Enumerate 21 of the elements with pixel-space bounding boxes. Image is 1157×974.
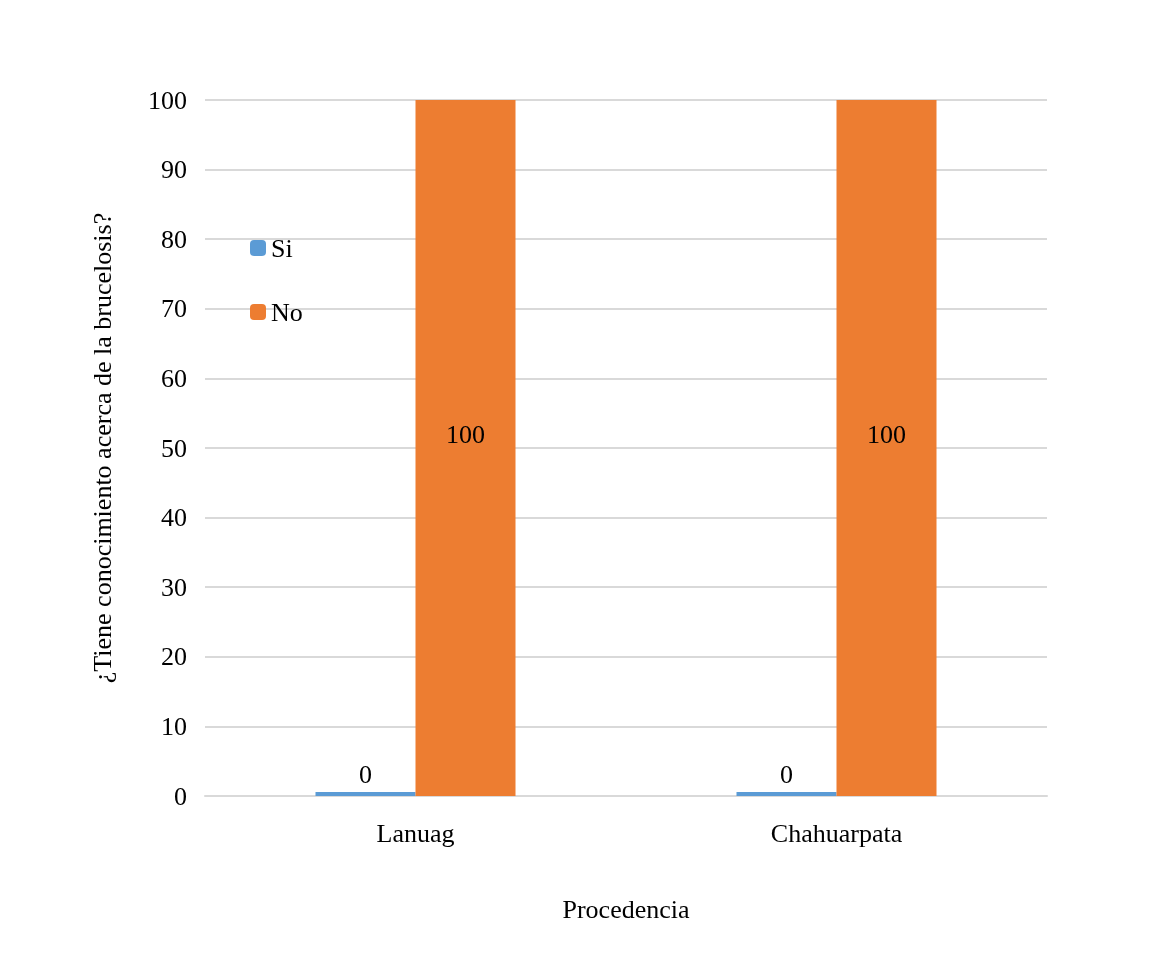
y-tick-label: 40	[161, 503, 187, 533]
x-tick-label: Chahuarpata	[770, 818, 903, 848]
x-tick-label: Lanuag	[376, 818, 455, 848]
y-tick-label: 90	[161, 155, 187, 185]
data-label: 100	[446, 419, 485, 449]
y-tick-label: 30	[161, 572, 187, 602]
data-label: 0	[780, 759, 793, 789]
y-tick-label: 10	[161, 711, 187, 741]
y-tick-label: 80	[161, 224, 187, 254]
data-label: 0	[359, 759, 372, 789]
y-tick-label: 50	[161, 433, 187, 463]
data-label: 100	[867, 419, 906, 449]
x-axis-title: Procedencia	[562, 894, 690, 924]
y-axis-title: ¿Tiene conocimiento acerca de la brucelosis?	[87, 212, 117, 684]
y-tick-label: 60	[161, 363, 187, 393]
y-tick-label: 100	[148, 85, 187, 115]
y-tick-label: 0	[174, 781, 187, 811]
y-tick-label: 70	[161, 294, 187, 324]
y-tick-label: 20	[161, 642, 187, 672]
legend-label: Si	[271, 233, 293, 263]
legend-label: No	[271, 297, 303, 327]
